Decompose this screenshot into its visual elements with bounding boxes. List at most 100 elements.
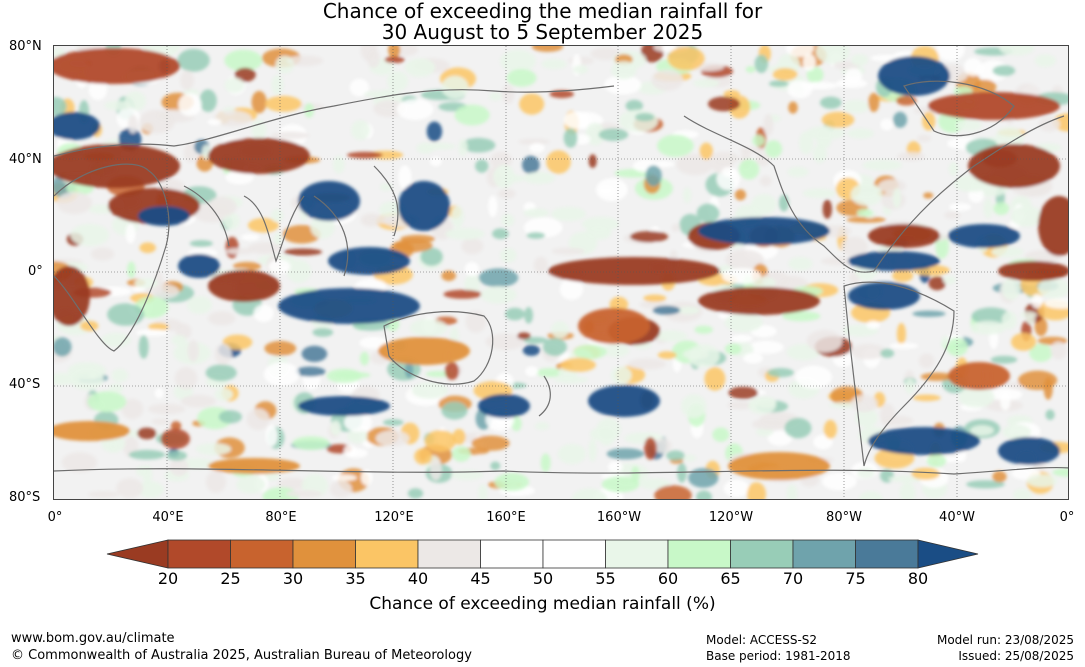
rainfall-cell [187,340,199,362]
colorbar-tick-label: 40 [407,569,429,588]
rainfall-cell [367,49,380,68]
rainfall-cell [725,249,765,271]
rainfall-cell [588,154,597,168]
rainfall-cell [214,343,232,365]
rainfall-cell [922,111,936,131]
rainfall-cell [174,367,198,390]
rainfall-cell [856,208,873,217]
rainfall-cell [573,134,591,145]
rainfall-cell [234,67,256,82]
rainfall-cell [485,333,525,350]
rainfall-cell [471,435,510,451]
rainfall-cell [273,232,283,245]
rainfall-cell [847,128,874,139]
lon-label-120w: 120°W [708,510,754,525]
rainfall-cell [383,419,404,426]
rainfall-cell [743,352,763,364]
rainfall-cell [765,140,783,158]
rainfall-cell [151,418,170,425]
rainfall-cell [187,296,212,314]
rainfall-cell [443,289,483,299]
rainfall-cell [788,101,798,114]
rainfall-cell [788,256,813,271]
coastlines [54,80,1068,475]
rainfall-cell [461,238,484,255]
rainfall-cell [546,150,571,174]
rainfall-anomaly-region [868,427,980,455]
rainfall-cell [498,188,516,199]
colorbar-tick-label: 80 [907,569,929,588]
rainfall-cell [948,162,959,176]
rainfall-cell [995,126,1024,150]
rainfall-cell [850,344,886,360]
rainfall-cell [857,467,875,479]
rainfall-cell [111,368,129,383]
rainfall-cell [573,65,588,74]
rainfall-cell [304,103,314,118]
map-subtitle-dates: 30 August to 5 September 2025 [381,20,704,44]
rainfall-anomaly-region [328,247,410,275]
rainfall-anomaly-region [178,254,220,278]
rainfall-cell [923,192,934,199]
rainfall-cell [441,270,457,282]
rainfall-cell [551,207,586,221]
rainfall-cell [606,448,645,460]
rainfall-cell [948,203,972,212]
colorbar-segment [730,539,794,569]
rainfall-cell [429,156,442,167]
rainfall-cell [696,490,712,499]
rainfall-cell [344,412,372,432]
rainfall-cell [294,366,326,377]
rainfall-cell [767,430,793,446]
colorbar-segment [292,539,356,569]
rainfall-cell [404,58,436,77]
rainfall-cell [1001,311,1017,330]
rainfall-cell [992,65,1016,77]
rainfall-cell [699,142,713,160]
rainfall-cell [275,55,295,74]
rainfall-cell [461,137,496,153]
lon-label-160w: 160°W [596,510,642,525]
footer-base-period: Base period: 1981-2018 [706,649,851,663]
rainfall-cell [1002,424,1032,440]
rainfall-cell [654,330,688,342]
rainfall-cell [855,408,878,428]
rainfall-cell [451,205,465,228]
rainfall-cell [224,49,263,72]
rainfall-cell [494,473,529,491]
rainfall-cell [786,484,798,499]
lon-label-40w: 40°W [939,510,975,525]
rainfall-cell [651,69,684,91]
rainfall-cell [1044,298,1068,309]
rainfall-cell [795,365,832,389]
rainfall-cell [199,89,217,112]
rainfall-cell [180,70,194,91]
rainfall-cell [91,247,114,261]
rainfall-cell [224,77,245,93]
rainfall-cell [246,408,270,431]
rainfall-cell [813,434,833,450]
rainfall-anomaly-region [698,217,830,245]
rainfall-cell [784,417,812,439]
rainfall-cell [913,394,941,402]
rainfall-cell [1026,315,1036,325]
rainfall-cell [326,368,362,384]
rainfall-probability-map [53,45,1069,500]
rainfall-cell [56,191,93,214]
colorbar-tick-label: 55 [595,569,616,588]
rainfall-cell [734,189,747,201]
rainfall-cell [1050,341,1067,360]
colorbar-segment [355,539,419,569]
rainfall-cell [454,104,490,126]
rainfall-cell [990,355,1018,364]
rainfall-cell [531,46,564,52]
rainfall-cell [991,246,1024,258]
rainfall-cell [465,310,487,333]
footer-model-run: Model run: 23/08/2025 [936,633,1074,647]
rainfall-cell [696,203,720,223]
graticule [54,46,1068,499]
rainfall-cell [387,71,409,92]
rainfall-cell [627,358,666,370]
rainfall-cell [253,304,274,323]
rainfall-cell [1052,468,1068,477]
